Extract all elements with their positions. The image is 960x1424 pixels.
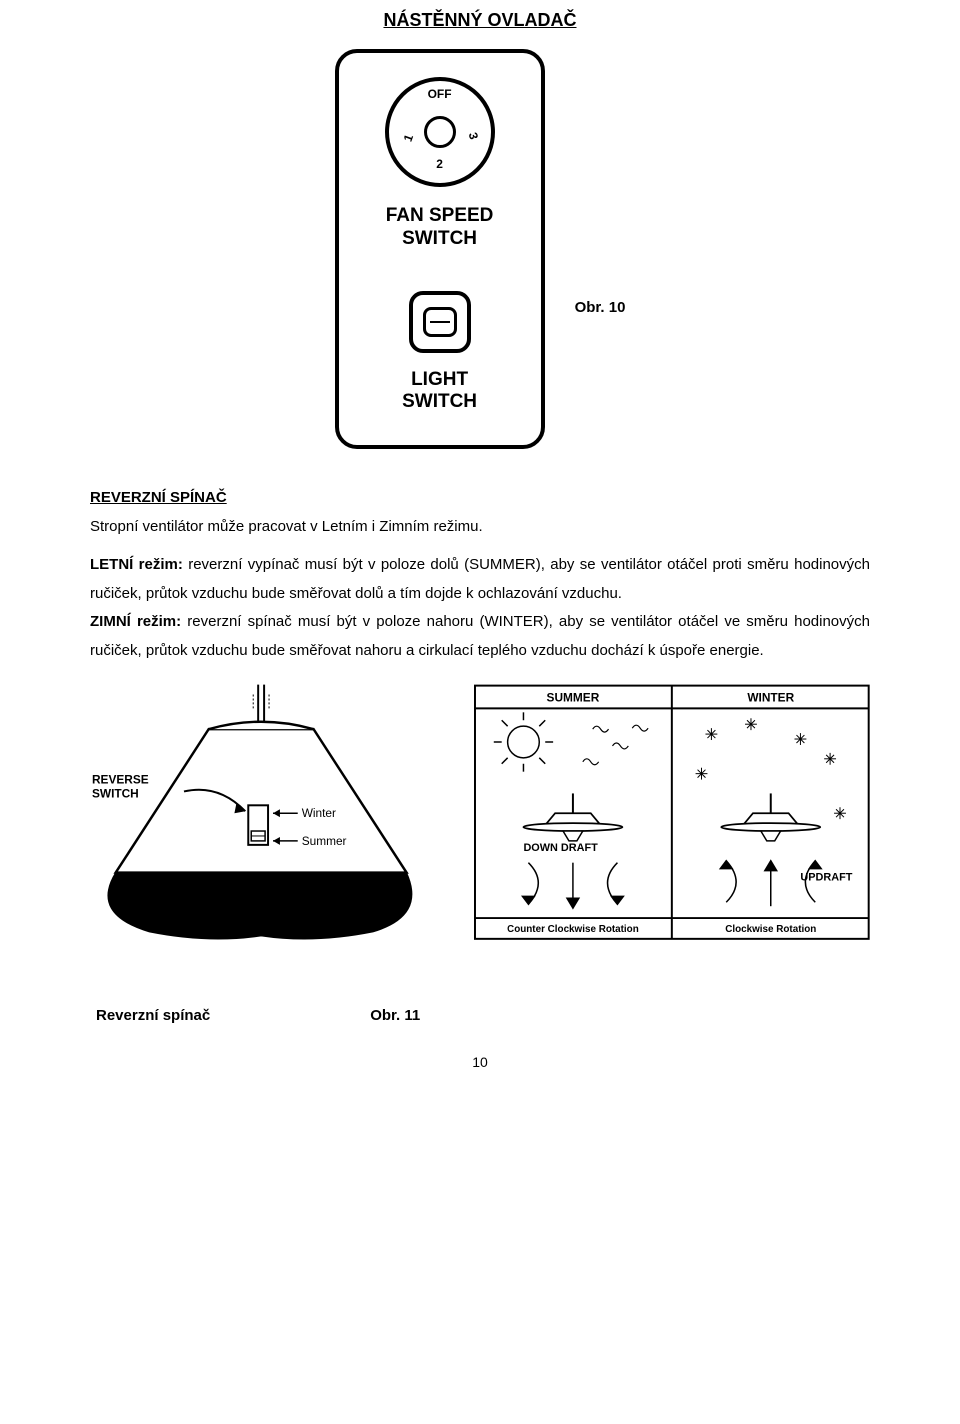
dial-label-2: 2 [436,157,443,171]
summer-header: SUMMER [547,690,600,704]
reverse-switch-label-line2: SWITCH [92,786,139,800]
summer-small-label: Summer [302,834,347,848]
page-title: NÁSTĚNNÝ OVLADAČ [90,10,870,31]
airflow-diagram: SUMMER WINTER Counter Clockwise Rotation… [474,683,870,983]
reverse-switch-label-line1: REVERSE [92,773,149,787]
dial-label-off: OFF [428,87,452,101]
section-heading-reverse: REVERZNÍ SPÍNAČ [90,489,870,506]
intro-text: Stropní ventilátor může pracovat v Letní… [90,518,870,535]
figure-2-caption-row: Reverzní spínač Obr. 11 [90,1007,870,1024]
cw-label: Clockwise Rotation [726,924,817,935]
letni-text: reverzní vypínač musí být v poloze dolů … [90,556,870,602]
updraft-label: UPDRAFT [801,871,853,883]
zimni-label: ZIMNÍ režim: [90,613,181,630]
light-switch [409,291,471,353]
figure-1-caption: Obr. 10 [575,299,626,316]
body-paragraph: LETNÍ režim: reverzní vypínač musí být v… [90,551,870,665]
page-number: 10 [90,1054,870,1070]
reverse-switch-diagram: REVERSE SWITCH Winter Summer [90,683,426,983]
winter-header: WINTER [748,690,795,704]
down-draft-label: DOWN DRAFT [524,842,599,854]
dial-label-1: 1 [400,132,415,143]
dial-label-3: 3 [466,131,481,141]
fan-speed-label: FAN SPEED SWITCH [386,205,494,251]
wall-controller-diagram: OFF 1 2 3 FAN SPEED SWITCH LIGHT SWITCH [335,49,545,449]
winter-small-label: Winter [302,806,336,820]
zimni-text: reverzní spínač musí být v poloze nahoru… [90,613,870,659]
light-switch-label: LIGHT SWITCH [402,369,477,415]
speed-dial: OFF 1 2 3 [385,77,495,187]
caption-obr11: Obr. 11 [370,1007,420,1024]
letni-label: LETNÍ režim: [90,556,183,573]
figure-1-row: OFF 1 2 3 FAN SPEED SWITCH LIGHT SWITCH … [90,49,870,449]
dial-knob [424,116,456,148]
figure-2-row: REVERSE SWITCH Winter Summer SUMMER WINT… [90,683,870,983]
ccw-label: Counter Clockwise Rotation [507,924,639,935]
caption-reverzni: Reverzní spínač [96,1007,210,1024]
